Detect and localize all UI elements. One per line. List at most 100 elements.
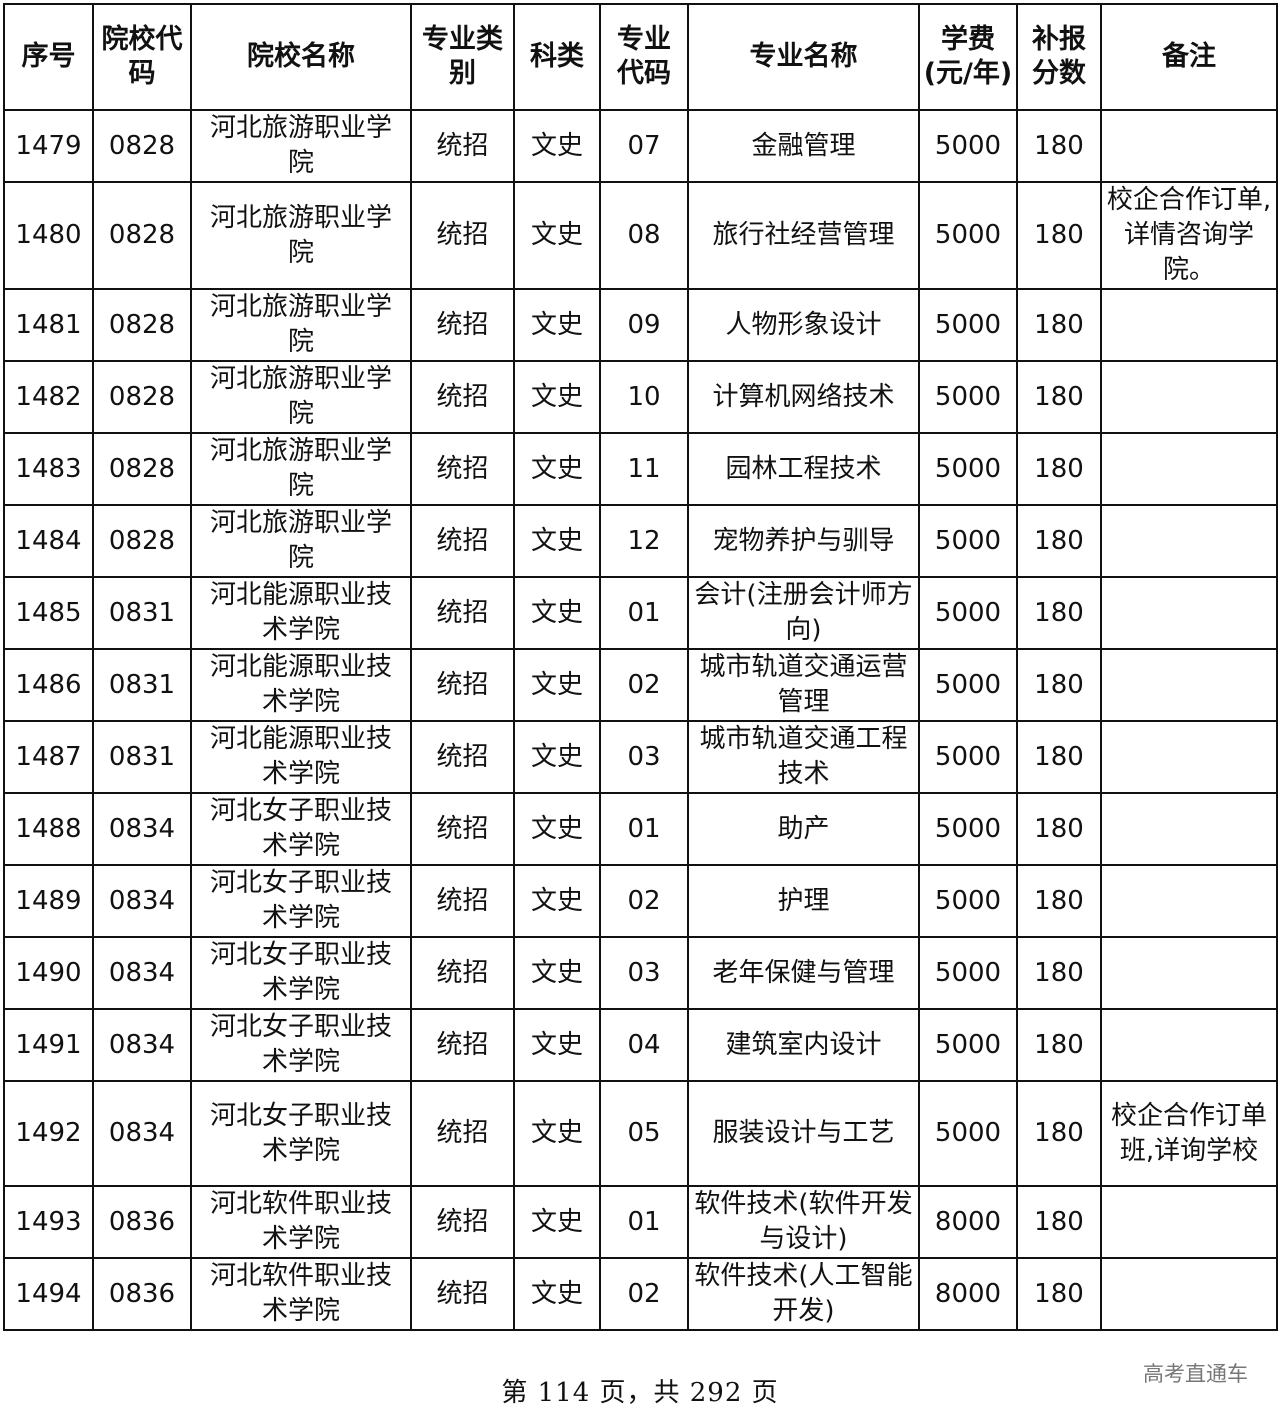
header-school-name: 院校名称 [190, 3, 412, 111]
cell-remarks [1100, 936, 1278, 1010]
cell-school-code: 0828 [92, 181, 192, 290]
cell-school-code: 0828 [92, 360, 192, 434]
header-tuition: 学费(元/年) [918, 3, 1018, 111]
cell-school-code: 0828 [92, 288, 192, 362]
cell-school-name: 河北旅游职业学院 [190, 288, 412, 362]
cell-score: 180 [1016, 432, 1102, 506]
cell-major-type: 统招 [410, 720, 515, 794]
cell-major-type: 统招 [410, 792, 515, 866]
cell-subject-category: 文史 [513, 936, 601, 1010]
cell-school-name: 河北女子职业技术学院 [190, 936, 412, 1010]
cell-major-code: 08 [599, 181, 689, 290]
cell-school-name: 河北女子职业技术学院 [190, 1080, 412, 1187]
header-major-name: 专业名称 [687, 3, 920, 111]
cell-score: 180 [1016, 720, 1102, 794]
cell-school-name: 河北能源职业技术学院 [190, 648, 412, 722]
cell-major-type: 统招 [410, 576, 515, 650]
cell-seq: 1493 [3, 1185, 94, 1259]
cell-score: 180 [1016, 1080, 1102, 1187]
table-row: 1484 0828 河北旅游职业学院 统招 文史 12 宠物养护与驯导 5000 180 [3, 504, 1278, 578]
admissions-table: 序号 院校代码 院校名称 专业类别 科类 专业代码 专业名称 学费(元/年) 补报分数 备注 14… [3, 3, 1278, 1331]
cell-seq: 1490 [3, 936, 94, 1010]
cell-remarks: 校企合作订单班,详询学校 [1100, 1080, 1278, 1187]
cell-seq: 1485 [3, 576, 94, 650]
cell-remarks [1100, 288, 1278, 362]
cell-major-type: 统招 [410, 1185, 515, 1259]
cell-major-name: 服装设计与工艺 [687, 1080, 920, 1187]
cell-remarks [1100, 576, 1278, 650]
cell-major-type: 统招 [410, 648, 515, 722]
cell-seq: 1489 [3, 864, 94, 938]
cell-major-type: 统招 [410, 1008, 515, 1082]
header-row: 序号 院校代码 院校名称 专业类别 科类 专业代码 专业名称 学费(元/年) 补报分数 备注 [3, 3, 1278, 111]
cell-tuition: 5000 [918, 864, 1018, 938]
cell-major-name: 城市轨道交通工程技术 [687, 720, 920, 794]
header-school-code: 院校代码 [92, 3, 192, 111]
cell-score: 180 [1016, 181, 1102, 290]
cell-subject-category: 文史 [513, 504, 601, 578]
cell-subject-category: 文史 [513, 576, 601, 650]
cell-major-type: 统招 [410, 109, 515, 183]
cell-subject-category: 文史 [513, 288, 601, 362]
cell-school-code: 0834 [92, 1008, 192, 1082]
cell-school-code: 0831 [92, 576, 192, 650]
cell-score: 180 [1016, 288, 1102, 362]
cell-major-type: 统招 [410, 181, 515, 290]
cell-major-code: 09 [599, 288, 689, 362]
table-row: 1490 0834 河北女子职业技术学院 统招 文史 03 老年保健与管理 5000 180 [3, 936, 1278, 1010]
cell-seq: 1494 [3, 1257, 94, 1331]
cell-major-name: 软件技术(人工智能开发) [687, 1257, 920, 1331]
table-row: 1492 0834 河北女子职业技术学院 统招 文史 05 服装设计与工艺 5000 180 校企… [3, 1080, 1278, 1187]
header-major-type: 专业类别 [410, 3, 515, 111]
cell-score: 180 [1016, 1185, 1102, 1259]
table-row: 1480 0828 河北旅游职业学院 统招 文史 08 旅行社经营管理 5000 180 校企合作… [3, 181, 1278, 290]
cell-major-code: 10 [599, 360, 689, 434]
cell-score: 180 [1016, 1257, 1102, 1331]
cell-tuition: 5000 [918, 1080, 1018, 1187]
cell-tuition: 5000 [918, 792, 1018, 866]
cell-remarks [1100, 360, 1278, 434]
cell-major-code: 02 [599, 648, 689, 722]
cell-remarks: 校企合作订单,详情咨询学院。 [1100, 181, 1278, 290]
cell-major-type: 统招 [410, 360, 515, 434]
cell-tuition: 5000 [918, 181, 1018, 290]
cell-remarks [1100, 792, 1278, 866]
cell-major-name: 建筑室内设计 [687, 1008, 920, 1082]
cell-school-name: 河北能源职业技术学院 [190, 576, 412, 650]
cell-seq: 1487 [3, 720, 94, 794]
cell-subject-category: 文史 [513, 720, 601, 794]
cell-remarks [1100, 504, 1278, 578]
cell-school-code: 0834 [92, 936, 192, 1010]
cell-major-type: 统招 [410, 432, 515, 506]
cell-school-code: 0831 [92, 648, 192, 722]
cell-major-code: 07 [599, 109, 689, 183]
cell-school-name: 河北旅游职业学院 [190, 432, 412, 506]
cell-major-code: 01 [599, 1185, 689, 1259]
cell-tuition: 5000 [918, 576, 1018, 650]
cell-school-code: 0828 [92, 109, 192, 183]
cell-subject-category: 文史 [513, 648, 601, 722]
cell-tuition: 8000 [918, 1185, 1018, 1259]
cell-school-code: 0834 [92, 864, 192, 938]
cell-seq: 1480 [3, 181, 94, 290]
cell-tuition: 8000 [918, 1257, 1018, 1331]
cell-major-code: 05 [599, 1080, 689, 1187]
cell-seq: 1484 [3, 504, 94, 578]
cell-major-type: 统招 [410, 864, 515, 938]
cell-major-type: 统招 [410, 288, 515, 362]
cell-score: 180 [1016, 648, 1102, 722]
cell-subject-category: 文史 [513, 1080, 601, 1187]
cell-major-name: 助产 [687, 792, 920, 866]
table-row: 1486 0831 河北能源职业技术学院 统招 文史 02 城市轨道交通运营管理 5000 18… [3, 648, 1278, 722]
cell-major-type: 统招 [410, 936, 515, 1010]
cell-subject-category: 文史 [513, 1257, 601, 1331]
header-score: 补报分数 [1016, 3, 1102, 111]
cell-score: 180 [1016, 576, 1102, 650]
cell-subject-category: 文史 [513, 432, 601, 506]
cell-seq: 1479 [3, 109, 94, 183]
cell-major-code: 12 [599, 504, 689, 578]
cell-major-type: 统招 [410, 1080, 515, 1187]
cell-major-code: 03 [599, 936, 689, 1010]
cell-tuition: 5000 [918, 1008, 1018, 1082]
cell-school-name: 河北能源职业技术学院 [190, 720, 412, 794]
